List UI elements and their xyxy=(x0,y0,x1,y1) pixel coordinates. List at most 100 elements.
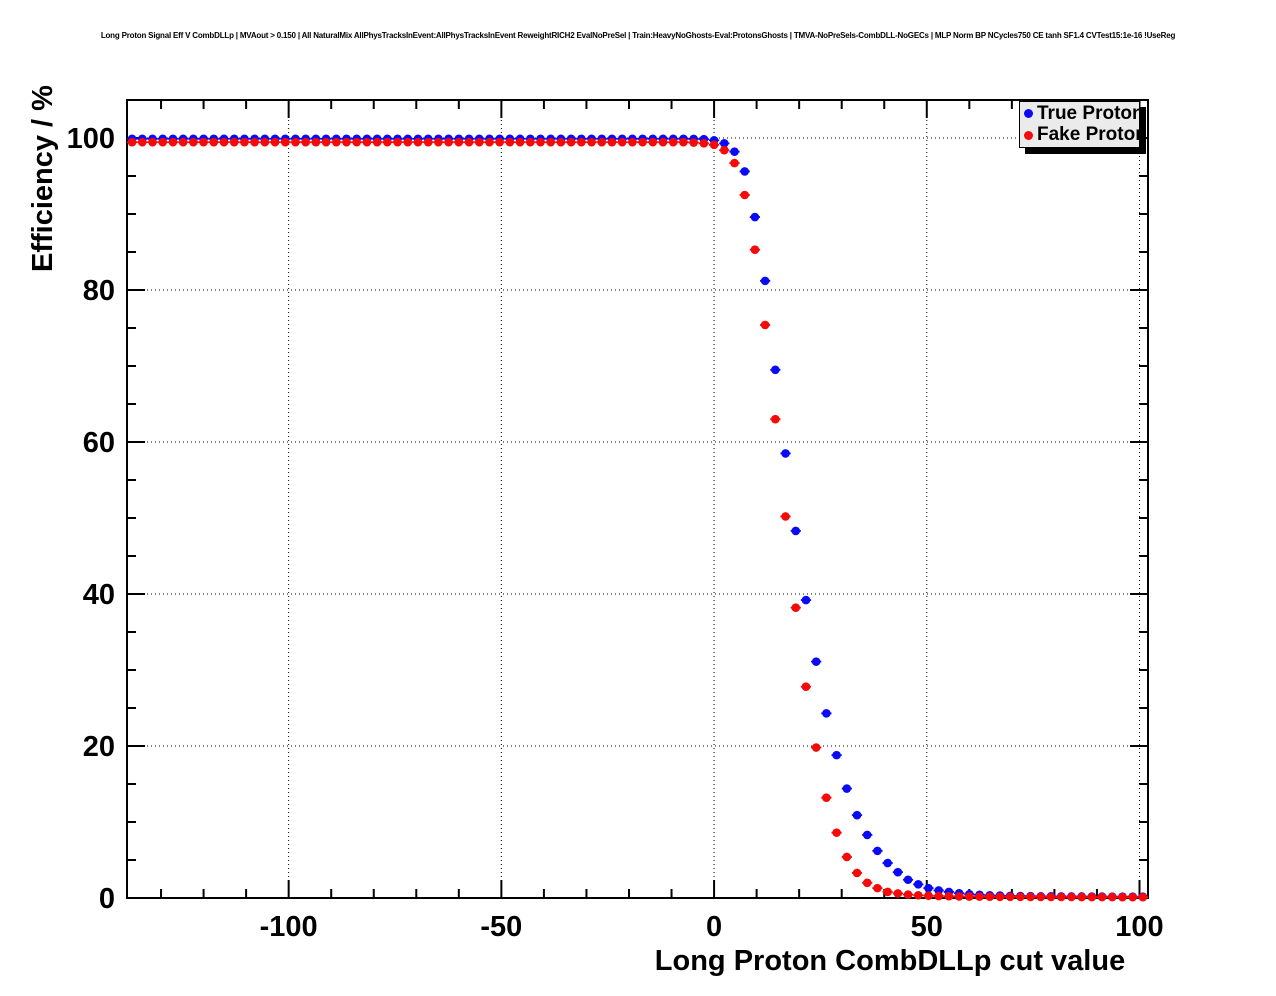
x-tick-label: 50 xyxy=(911,911,943,943)
data-point-fake-proton xyxy=(596,137,607,147)
data-point-fake-proton xyxy=(331,137,342,147)
data-point-fake-proton xyxy=(1015,892,1026,902)
data-point-fake-proton xyxy=(1076,892,1087,902)
data-point-fake-proton xyxy=(484,137,495,147)
data-point-fake-proton xyxy=(208,137,219,147)
data-point-true-proton xyxy=(790,526,801,536)
series-true-proton xyxy=(127,134,1148,902)
data-point-fake-proton xyxy=(821,793,832,802)
data-point-fake-proton xyxy=(1066,892,1077,902)
data-point-fake-proton xyxy=(188,137,199,147)
y-tick-label: 0 xyxy=(99,883,115,915)
data-point-fake-proton xyxy=(535,137,546,147)
data-point-fake-proton xyxy=(729,158,740,168)
data-point-fake-proton xyxy=(780,512,791,521)
data-point-fake-proton xyxy=(525,137,536,147)
y-tick-label: 100 xyxy=(67,123,115,155)
data-point-fake-proton xyxy=(994,892,1006,902)
legend-label: True Proton xyxy=(1037,102,1144,124)
data-point-fake-proton xyxy=(310,137,321,147)
data-point-fake-proton xyxy=(984,892,995,902)
y-tick-label: 80 xyxy=(83,275,115,307)
data-point-fake-proton xyxy=(1107,892,1118,902)
data-point-fake-proton xyxy=(1127,892,1138,902)
data-point-fake-proton xyxy=(514,137,526,147)
data-point-true-proton xyxy=(739,167,750,176)
data-point-true-proton xyxy=(851,810,863,820)
data-point-fake-proton xyxy=(841,852,852,862)
data-point-fake-proton xyxy=(443,137,454,147)
data-point-fake-proton xyxy=(964,892,975,901)
data-point-true-proton xyxy=(729,147,740,156)
plot-frame xyxy=(126,99,1149,899)
data-point-fake-proton xyxy=(831,828,842,837)
data-point-fake-proton xyxy=(923,891,934,901)
data-point-fake-proton xyxy=(586,137,597,147)
data-point-fake-proton xyxy=(1056,892,1067,902)
true-proton-marker-icon xyxy=(1024,109,1033,119)
series-fake-proton xyxy=(127,137,1148,902)
data-point-fake-proton xyxy=(1025,892,1036,902)
y-tick-label: 60 xyxy=(83,427,115,459)
data-point-fake-proton xyxy=(423,137,434,147)
data-point-true-proton xyxy=(902,875,914,885)
data-point-fake-proton xyxy=(882,887,893,897)
data-point-fake-proton xyxy=(974,892,985,901)
data-point-fake-proton xyxy=(943,891,955,901)
data-point-fake-proton xyxy=(300,137,311,147)
data-point-fake-proton xyxy=(1117,892,1128,902)
legend-box: True Proton Fake Proton xyxy=(1019,101,1147,148)
data-point-fake-proton xyxy=(382,137,393,147)
data-point-fake-proton xyxy=(862,878,873,888)
data-point-fake-proton xyxy=(933,891,944,901)
y-tick-label: 20 xyxy=(83,731,115,763)
data-point-fake-proton xyxy=(504,137,515,147)
x-axis-title: Long Proton CombDLLp cut value xyxy=(655,945,1125,977)
data-point-fake-proton xyxy=(178,137,189,147)
data-point-fake-proton xyxy=(770,414,781,424)
data-point-fake-proton xyxy=(576,137,587,147)
y-axis-title: Efficiency / % xyxy=(27,85,59,272)
data-point-fake-proton xyxy=(902,890,914,899)
data-point-fake-proton xyxy=(606,137,618,147)
data-point-fake-proton xyxy=(1005,892,1016,902)
data-point-fake-proton xyxy=(545,137,556,147)
data-point-fake-proton xyxy=(463,137,475,147)
data-point-fake-proton xyxy=(790,603,801,612)
data-point-fake-proton xyxy=(892,889,903,898)
plot-title: Long Proton Signal Eff V CombDLLp | MVAo… xyxy=(100,31,1176,40)
data-point-fake-proton xyxy=(749,245,761,255)
data-point-fake-proton xyxy=(760,320,771,330)
data-point-fake-proton xyxy=(239,137,250,147)
data-point-fake-proton xyxy=(1086,892,1097,902)
data-point-fake-proton xyxy=(127,137,138,147)
data-point-fake-proton xyxy=(392,137,403,147)
data-point-true-proton xyxy=(770,365,781,375)
data-point-fake-proton xyxy=(657,137,669,147)
data-point-fake-proton xyxy=(678,137,689,147)
data-point-fake-proton xyxy=(137,137,148,147)
data-point-fake-proton xyxy=(218,137,230,147)
legend-label: Fake Proton xyxy=(1037,124,1147,146)
data-point-fake-proton xyxy=(372,137,383,147)
data-point-fake-proton xyxy=(954,892,965,901)
data-point-fake-proton xyxy=(157,137,168,147)
data-point-fake-proton xyxy=(688,138,699,147)
data-point-fake-proton xyxy=(1137,892,1148,902)
data-point-fake-proton xyxy=(249,137,260,147)
data-point-fake-proton xyxy=(668,137,679,147)
data-point-fake-proton xyxy=(698,139,709,148)
data-point-true-proton xyxy=(923,883,934,893)
data-point-fake-proton xyxy=(290,137,301,147)
data-point-fake-proton xyxy=(1045,892,1057,902)
data-point-true-proton xyxy=(841,784,852,793)
data-point-true-proton xyxy=(913,880,924,889)
data-point-fake-proton xyxy=(269,137,281,147)
data-point-fake-proton xyxy=(872,883,883,893)
data-point-fake-proton xyxy=(351,137,362,147)
data-point-fake-proton xyxy=(647,137,658,147)
data-point-true-proton xyxy=(872,846,883,856)
data-point-fake-proton xyxy=(617,137,628,147)
